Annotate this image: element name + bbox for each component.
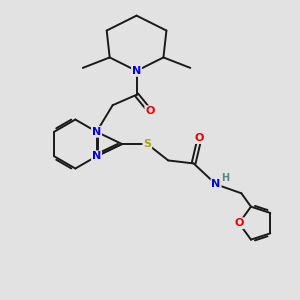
Text: H: H (221, 173, 229, 183)
Text: S: S (143, 139, 151, 149)
Text: N: N (132, 66, 141, 76)
Text: N: N (212, 179, 220, 189)
Text: O: O (145, 106, 155, 116)
Text: N: N (92, 127, 101, 137)
Text: O: O (195, 133, 204, 143)
Text: N: N (92, 151, 101, 161)
Text: O: O (234, 218, 244, 228)
